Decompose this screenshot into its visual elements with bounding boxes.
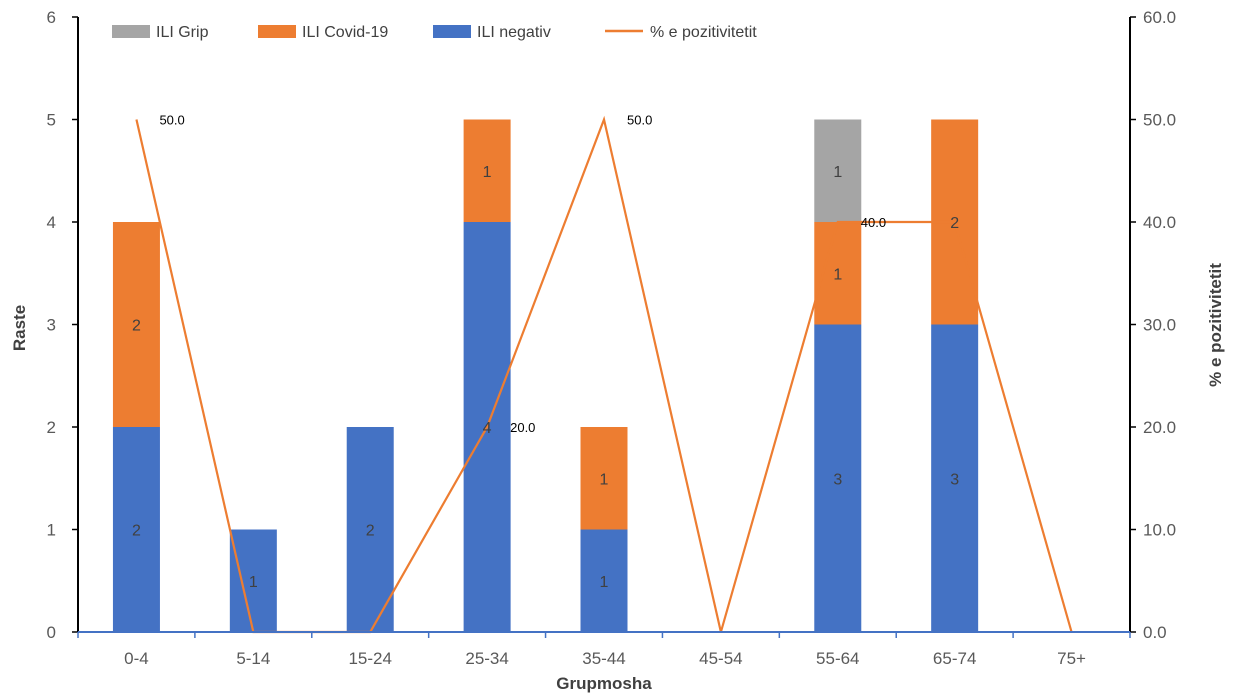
y2-tick-label: 50.0 [1143,111,1176,130]
bar-value-label: 4 [483,420,492,437]
y-tick-label: 5 [47,111,56,130]
legend-label-ili-covid-19: ILI Covid-19 [302,24,388,41]
x-tick-label: 55-64 [816,649,859,668]
bar-value-label: 1 [483,164,492,181]
y2-tick-label: 10.0 [1143,521,1176,540]
bars-layer [112,119,979,632]
y2-tick-label: 30.0 [1143,316,1176,335]
legend-swatch-ili-grip [112,25,150,38]
labels-layer: 2 1 2 4 1 3 3 2 1 1 1 2 1 50.0 20.0 50.0 40.0 [132,113,959,591]
y-tick-label: 3 [47,316,56,335]
bar-ili-grip-55-64 [814,119,862,222]
x-tick-label: 35-44 [582,649,625,668]
x-tick-label: 5-14 [236,649,270,668]
y-tick-label: 4 [47,213,56,232]
x-tick-label: 0-4 [124,649,149,668]
y2-tick-label: 0.0 [1143,623,1167,642]
line-value-label: 50.0 [627,113,652,128]
y2-tick-label: 40.0 [1143,213,1176,232]
legend-label-ili-negativ: ILI negativ [477,24,551,41]
line-value-label: 20.0 [510,420,535,435]
bar-ili-negativ-65-74 [931,324,979,632]
x-tick-label: 65-74 [933,649,976,668]
bar-ili-negativ-15-24 [346,427,394,632]
x-tick-label: 75+ [1057,649,1086,668]
bar-ili-covid-19-0-4 [112,222,160,427]
line-value-label: 40.0 [861,215,886,230]
legend-swatch-ili-covid-19 [258,25,296,38]
bar-value-label: 1 [600,574,609,591]
bar-value-label: 3 [833,471,842,488]
legend-swatch-ili-negativ [433,25,471,38]
bar-ili-negativ-0-4 [112,427,160,632]
bar-value-label: 2 [132,523,141,540]
y-tick-label: 1 [47,521,56,540]
y2-tick-label: 60.0 [1143,8,1176,27]
bar-value-label: 1 [833,164,842,181]
bar-ili-covid-19-25-34 [463,119,511,222]
bar-value-label: 1 [249,574,258,591]
bar-value-label: 1 [833,266,842,283]
bar-ili-negativ-5-14 [229,529,277,632]
bar-value-label: 2 [950,215,959,232]
bar-value-label: 1 [600,471,609,488]
bar-value-label: 2 [132,318,141,335]
bar-value-label: 3 [950,471,959,488]
y-tick-label: 2 [47,418,56,437]
y-axis-title: Raste [10,305,29,351]
x-tick-label: 25-34 [465,649,508,668]
legend: ILI Grip ILI Covid-19 ILI negativ % e pozit… [112,24,757,41]
legend-label-e-pozitivitetit: % e pozitivitetit [650,24,757,41]
bar-ili-negativ-35-44 [580,529,628,632]
bar-ili-negativ-55-64 [814,324,862,632]
x-tick-label: 15-24 [348,649,391,668]
x-axis-title: Grupmosha [556,674,652,693]
line-value-label: 50.0 [159,113,184,128]
y-tick-label: 0 [47,623,56,642]
bar-ili-covid-19-35-44 [580,427,628,530]
legend-label-ili-grip: ILI Grip [156,24,209,41]
x-tick-label: 45-54 [699,649,742,668]
y-tick-label: 6 [47,8,56,27]
y2-tick-label: 20.0 [1143,418,1176,437]
y2-axis-title: % e pozitivitetit [1206,263,1225,387]
bar-value-label: 2 [366,523,375,540]
